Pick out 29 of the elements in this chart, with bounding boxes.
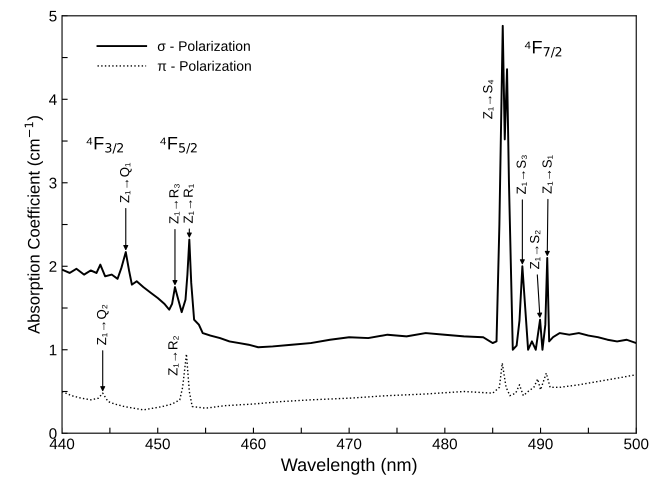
- annotation: Z₁→R₁: [184, 184, 194, 224]
- x-tick-label: 460: [241, 438, 266, 450]
- annotation: Z₁→R₃: [169, 184, 180, 224]
- annotation: ⁴F$_{3/2}$: [86, 137, 123, 154]
- legend-label: σ - Polarization: [158, 40, 250, 52]
- x-tick-label: 480: [432, 438, 457, 450]
- x-tick-label: 440: [50, 438, 74, 450]
- annotation: Z₁→Q₂: [96, 304, 109, 345]
- annotation: ⁴F$_{5/2}$: [160, 137, 197, 154]
- annotation: Z₁→R₂: [168, 336, 179, 376]
- y-tick-label: 5: [49, 10, 57, 22]
- annotation: Z₁→S₁: [542, 155, 553, 194]
- y-tick-label: 2: [49, 261, 56, 272]
- legend-label: π - Polarization: [158, 60, 251, 71]
- y-tick-label: 1: [50, 344, 56, 356]
- annotation: Z₁→Q₁: [120, 162, 132, 203]
- y-tick-label: 0: [49, 428, 57, 439]
- annotation: Z₁→S₄: [483, 80, 494, 119]
- x-tick-label: 500: [624, 438, 648, 450]
- x-tick-label: 490: [528, 438, 553, 450]
- x-tick-label: 470: [336, 438, 362, 450]
- y-tick-label: 4: [49, 94, 57, 105]
- y-tick-label: 3: [49, 178, 57, 188]
- x-axis-title: Wavelength (nm): [280, 458, 416, 475]
- annotation: Z₁→S₃: [516, 155, 527, 194]
- y-axis-title: Absorption Coefficient (cm$^{−1}$): [24, 116, 43, 334]
- x-tick-label: 450: [145, 438, 170, 450]
- annotation: Z₁→S₂: [530, 230, 540, 269]
- annotation: ⁴F$_{7/2}$: [524, 41, 562, 58]
